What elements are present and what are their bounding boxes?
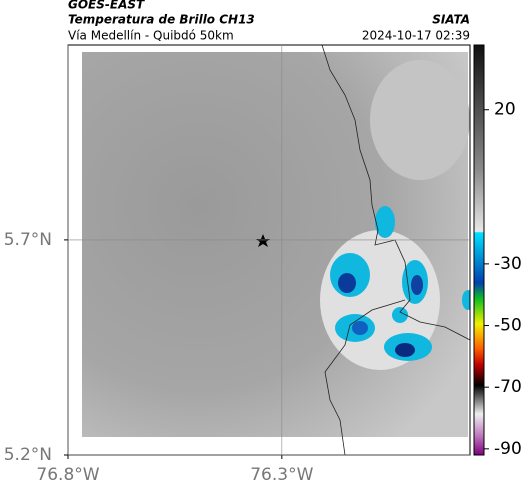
y-tick-label: 5.2°N [4, 445, 52, 465]
x-tick-label: 76.8°W [36, 465, 99, 485]
source: GOES-EAST [68, 0, 145, 12]
colorbar-tick-label: 20 [494, 100, 516, 120]
colorbar-tick-label: -50 [494, 316, 522, 336]
colorbar-tick-label: -70 [494, 377, 522, 397]
imagery [82, 45, 470, 455]
timestamp: 2024-10-17 02:39 [362, 29, 470, 43]
colorbar [473, 44, 485, 456]
product: Temperatura de Brillo CH13 [68, 13, 255, 27]
agency: SIATA [432, 13, 470, 27]
colorbar-tick-label: -90 [494, 439, 522, 459]
colorbar-tick-label: -30 [494, 254, 522, 274]
y-tick-label: 5.7°N [4, 230, 52, 250]
x-tick-label: 76.3°W [250, 465, 313, 485]
region: Vía Medellín - Quibdó 50km [68, 29, 234, 43]
